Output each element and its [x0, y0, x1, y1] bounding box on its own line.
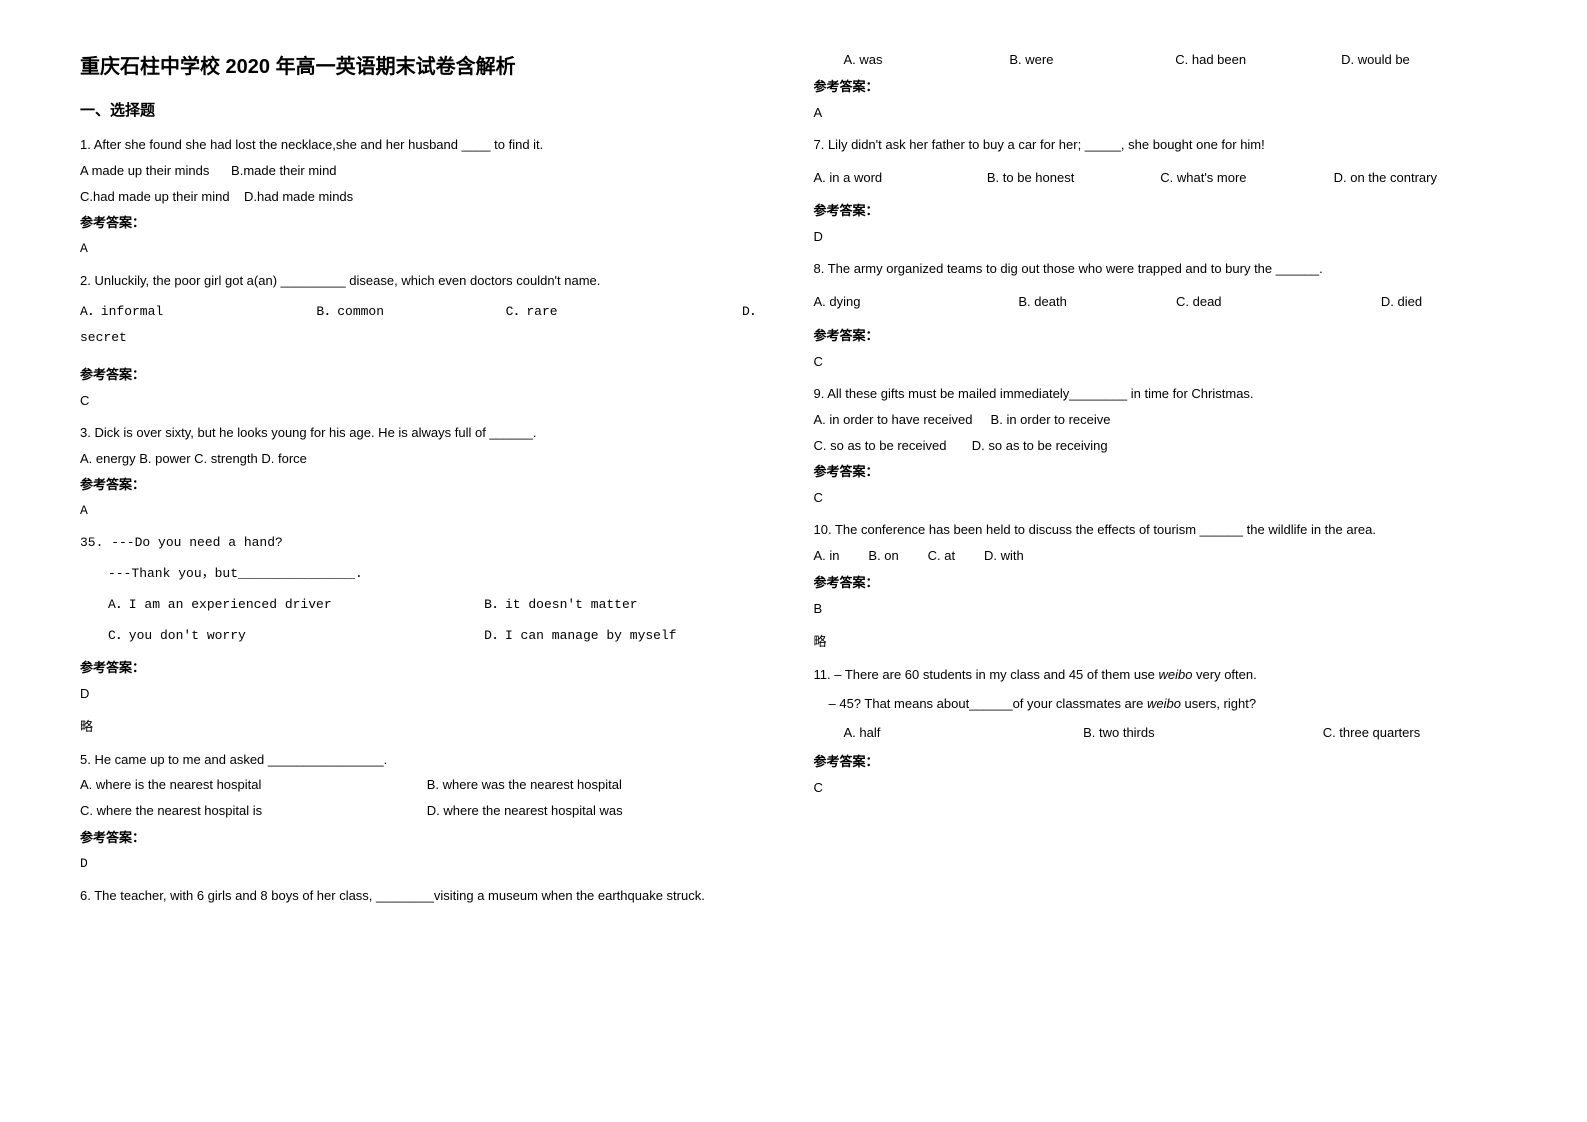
- q9-options-row1: A. in order to have received B. in order…: [814, 410, 1508, 431]
- q5-answer: D: [80, 856, 774, 871]
- q1-answer: A: [80, 241, 774, 256]
- q35-opt-b: B．it doesn't matter: [484, 595, 773, 616]
- q5-answer-label: 参考答案：: [80, 827, 774, 846]
- q9-opt-b: B. in order to receive: [991, 412, 1111, 427]
- q3-options: A. energy B. power C. strength D. force: [80, 449, 774, 470]
- q35-options-row2: C．you don't worry D．I can manage by myse…: [80, 626, 774, 647]
- section-header: 一、选择题: [80, 99, 774, 120]
- q2-answer: C: [80, 393, 774, 408]
- q1-opt-b: B.made their mind: [231, 163, 337, 178]
- q8-answer: C: [814, 354, 1508, 369]
- q7-answer: D: [814, 229, 1508, 244]
- q35-answer: D: [80, 686, 774, 701]
- q6-stem: 6. The teacher, with 6 girls and 8 boys …: [80, 886, 774, 907]
- q9-options-row2: C. so as to be received D. so as to be r…: [814, 436, 1508, 457]
- q8-answer-label: 参考答案：: [814, 325, 1508, 344]
- q1-opt-a: A made up their minds: [80, 163, 209, 178]
- q5-options-row1: A. where is the nearest hospital B. wher…: [80, 775, 774, 796]
- q11-answer-label: 参考答案：: [814, 751, 1508, 770]
- q3-stem: 3. Dick is over sixty, but he looks youn…: [80, 423, 774, 444]
- q35-options-row1: A．I am an experienced driver B．it doesn'…: [80, 595, 774, 616]
- q6-options: A. was B. were C. had been D. would be: [814, 50, 1508, 71]
- q2-answer-label: 参考答案：: [80, 364, 774, 383]
- q2-opt-a: A．informal: [80, 302, 316, 323]
- q1-options-row1: A made up their minds B.made their mind: [80, 161, 774, 182]
- q9-opt-c: C. so as to be received: [814, 438, 947, 453]
- q1-stem: 1. After she found she had lost the neck…: [80, 135, 774, 156]
- q7-opt-a: A. in a word: [814, 168, 987, 189]
- q11-stem1b: very often.: [1192, 667, 1256, 682]
- q11-opt-a: A. half: [844, 723, 1084, 744]
- q7-stem: 7. Lily didn't ask her father to buy a c…: [814, 135, 1508, 156]
- q11-stem1a: 11. – There are 60 students in my class …: [814, 667, 1159, 682]
- q8-opt-d: D. died: [1381, 292, 1507, 313]
- q6-opt-c: C. had been: [1175, 50, 1341, 71]
- q11-stem1: 11. – There are 60 students in my class …: [814, 665, 1508, 686]
- q9-opt-d: D. so as to be receiving: [972, 438, 1108, 453]
- q10-stem: 10. The conference has been held to disc…: [814, 520, 1508, 541]
- q35-opt-c: C．you don't worry: [108, 626, 484, 647]
- left-column: 重庆石柱中学校 2020 年高一英语期末试卷含解析 一、选择题 1. After…: [60, 50, 794, 1072]
- q10-options: A. in B. on C. at D. with: [814, 546, 1508, 567]
- q6-answer: A: [814, 105, 1508, 120]
- q11-weibo2: weibo: [1147, 696, 1181, 711]
- q11-opt-b: B. two thirds: [1083, 723, 1323, 744]
- q3-answer-label: 参考答案：: [80, 474, 774, 493]
- q9-opt-a: A. in order to have received: [814, 412, 973, 427]
- q9-stem: 9. All these gifts must be mailed immedi…: [814, 384, 1508, 405]
- q2-opt-b: B．common: [316, 302, 505, 323]
- q8-opt-b: B. death: [1018, 292, 1176, 313]
- q11-options: A. half B. two thirds C. three quarters: [814, 723, 1508, 744]
- q10-answer-label: 参考答案：: [814, 572, 1508, 591]
- q10-omit: 略: [814, 631, 1508, 650]
- q11-answer: C: [814, 780, 1508, 795]
- q6-answer-label: 参考答案：: [814, 76, 1508, 95]
- q5-opt-d: D. where the nearest hospital was: [427, 801, 774, 822]
- q5-stem: 5. He came up to me and asked __________…: [80, 750, 774, 771]
- q7-opt-d: D. on the contrary: [1334, 168, 1507, 189]
- q11-stem2a: – 45? That means about______of your clas…: [829, 696, 1147, 711]
- q9-answer-label: 参考答案：: [814, 461, 1508, 480]
- q10-answer: B: [814, 601, 1508, 616]
- q8-opt-c: C. dead: [1176, 292, 1381, 313]
- q8-stem: 8. The army organized teams to dig out t…: [814, 259, 1508, 280]
- q2-stem: 2. Unluckily, the poor girl got a(an) __…: [80, 271, 774, 292]
- q9-answer: C: [814, 490, 1508, 505]
- q11-weibo1: weibo: [1158, 667, 1192, 682]
- q2-opt-d-text: secret: [80, 328, 774, 349]
- q2-opt-d-prefix: D．: [742, 302, 774, 323]
- q5-options-row2: C. where the nearest hospital is D. wher…: [80, 801, 774, 822]
- q3-answer: A: [80, 503, 774, 518]
- q1-options-row2: C.had made up their mind D.had made mind…: [80, 187, 774, 208]
- q35-opt-d: D．I can manage by myself: [484, 626, 773, 647]
- q5-opt-a: A. where is the nearest hospital: [80, 775, 427, 796]
- document-title: 重庆石柱中学校 2020 年高一英语期末试卷含解析: [80, 50, 774, 79]
- q11-stem2b: users, right?: [1181, 696, 1256, 711]
- q8-options: A. dying B. death C. dead D. died: [814, 292, 1508, 313]
- q7-answer-label: 参考答案：: [814, 200, 1508, 219]
- q35-opt-a: A．I am an experienced driver: [108, 595, 484, 616]
- q6-opt-a: A. was: [844, 50, 1010, 71]
- q35-stem: 35. ---Do you need a hand?: [80, 533, 774, 554]
- q1-opt-d: D.had made minds: [244, 189, 353, 204]
- q8-opt-a: A. dying: [814, 292, 1019, 313]
- q1-answer-label: 参考答案：: [80, 212, 774, 231]
- q2-opt-c: C．rare: [506, 302, 742, 323]
- q35-line2: ---Thank you，but_______________.: [80, 564, 774, 585]
- q35-answer-label: 参考答案：: [80, 657, 774, 676]
- q1-opt-c: C.had made up their mind: [80, 189, 230, 204]
- q35-omit: 略: [80, 716, 774, 735]
- q6-opt-d: D. would be: [1341, 50, 1507, 71]
- right-column: A. was B. were C. had been D. would be 参…: [794, 50, 1528, 1072]
- q6-opt-b: B. were: [1009, 50, 1175, 71]
- q7-opt-b: B. to be honest: [987, 168, 1160, 189]
- q11-opt-c: C. three quarters: [1323, 723, 1507, 744]
- q5-opt-c: C. where the nearest hospital is: [80, 801, 427, 822]
- q7-options: A. in a word B. to be honest C. what's m…: [814, 168, 1508, 189]
- q7-opt-c: C. what's more: [1160, 168, 1333, 189]
- q5-opt-b: B. where was the nearest hospital: [427, 775, 774, 796]
- q11-stem2: – 45? That means about______of your clas…: [814, 694, 1508, 715]
- q2-options: A．informal B．common C．rare D．: [80, 302, 774, 323]
